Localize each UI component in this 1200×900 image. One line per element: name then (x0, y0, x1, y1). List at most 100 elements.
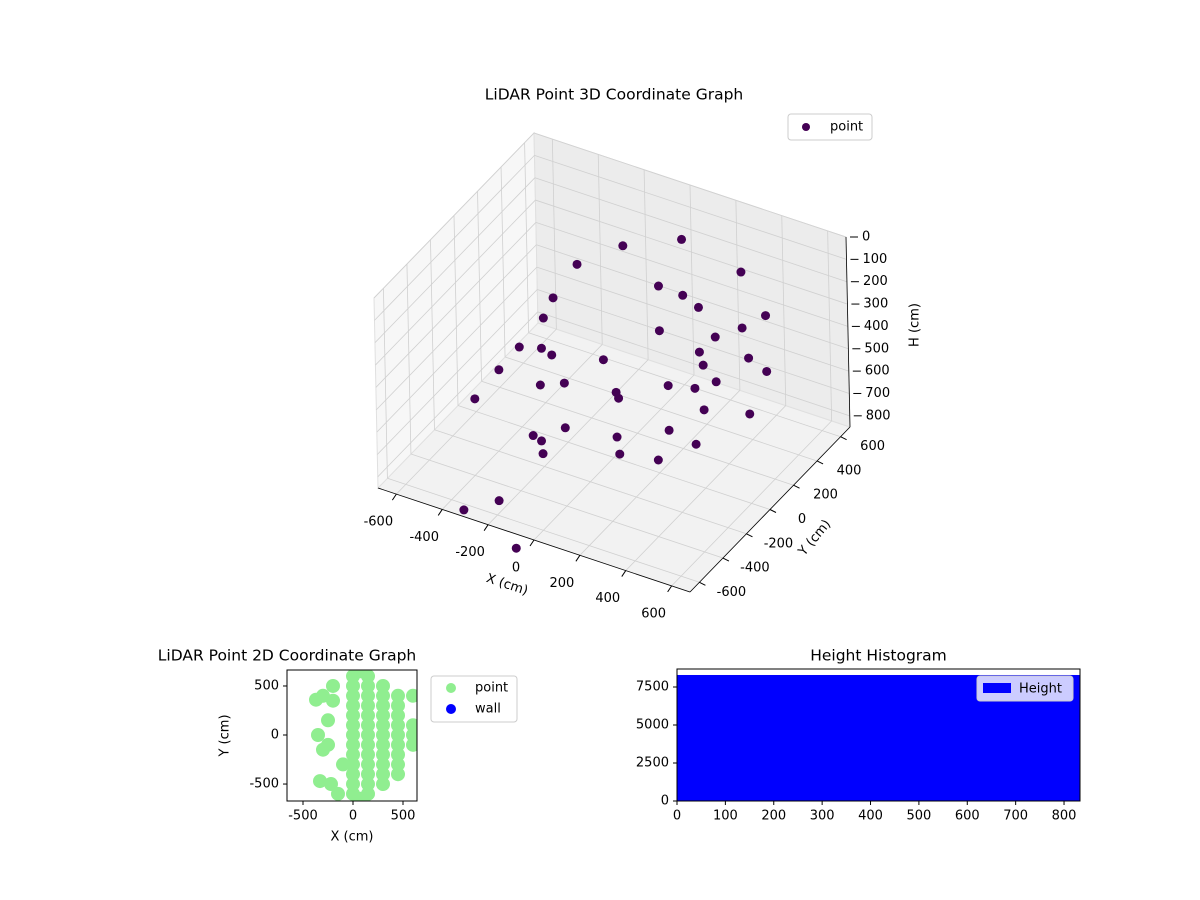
y-tick-label: 7500 (636, 679, 669, 694)
grid-line (375, 222, 537, 388)
z-tick-label: 300 (863, 297, 888, 312)
point (538, 449, 548, 459)
point (470, 394, 480, 404)
y-tick-label: 0 (661, 794, 669, 809)
y-tick-label: 2500 (636, 755, 669, 770)
point (346, 718, 360, 733)
grid-line (535, 199, 848, 305)
point (406, 718, 417, 733)
y-tick (840, 436, 847, 441)
point (361, 757, 375, 772)
point (745, 409, 755, 419)
grid-line (536, 244, 849, 350)
point (336, 757, 350, 772)
point (737, 323, 747, 333)
point (376, 728, 390, 743)
point (353, 791, 368, 801)
point (361, 678, 375, 693)
x-tick-label: 0 (673, 809, 681, 824)
y-tick-label: 0 (798, 512, 806, 527)
x-tick (575, 555, 581, 562)
grid-line (453, 215, 459, 406)
point (711, 377, 721, 387)
point (346, 688, 360, 703)
grid-line (597, 154, 603, 345)
legend-label: point (475, 681, 508, 696)
grid-line (533, 132, 847, 238)
point (494, 365, 504, 375)
legend-box (976, 675, 1074, 702)
x-tick (667, 585, 673, 593)
point (611, 387, 621, 397)
y-tick-label: -200 (764, 536, 794, 551)
grid-line (430, 239, 435, 430)
x-tick-label: 400 (858, 809, 883, 824)
point (694, 347, 704, 357)
point (346, 698, 360, 713)
legend-patch (983, 683, 1011, 693)
point (391, 698, 405, 713)
point (559, 378, 569, 388)
grid-line (537, 311, 850, 417)
point (376, 777, 390, 792)
legend-label: Height (1019, 682, 1062, 697)
point (376, 767, 390, 782)
point (391, 728, 405, 743)
grid-line (373, 132, 535, 299)
point (321, 737, 335, 752)
legend-marker (446, 704, 456, 714)
point (361, 737, 375, 752)
point (548, 293, 558, 303)
y-tick (722, 557, 730, 562)
y-tick-label: 600 (860, 439, 885, 454)
point (537, 436, 547, 446)
point (353, 670, 368, 679)
x-tick-label: 400 (595, 591, 620, 606)
point (677, 234, 687, 244)
grid-line (504, 356, 818, 462)
point (321, 713, 335, 728)
point (654, 326, 664, 336)
point (528, 431, 538, 441)
point (376, 678, 390, 693)
grid-line (457, 405, 771, 510)
x-tick (437, 509, 443, 516)
point (324, 777, 338, 792)
x-tick-label: 800 (1052, 809, 1077, 824)
x-tick-label: 200 (761, 809, 786, 824)
point (361, 698, 375, 713)
grid-line (827, 230, 833, 421)
point (391, 737, 405, 752)
point (615, 449, 625, 459)
point (361, 728, 375, 743)
z-tick-label: 600 (865, 364, 890, 379)
grid-line (410, 453, 724, 559)
axis-line (845, 236, 851, 428)
x-tick (391, 493, 397, 501)
point (309, 692, 323, 707)
point (346, 737, 360, 752)
grid-line (376, 266, 538, 433)
x-tick-label: 600 (955, 809, 980, 824)
z-tick-label: 700 (865, 386, 890, 401)
point (535, 380, 545, 390)
grid-line (377, 289, 538, 455)
point (406, 688, 417, 703)
grid-line (481, 380, 794, 486)
x-tick-label: -400 (409, 530, 439, 545)
grid-line (735, 200, 741, 391)
x-tick-label: 200 (549, 576, 574, 591)
z-tick-label: 100 (862, 252, 887, 267)
point (664, 425, 674, 435)
x-axis-label: X (cm) (484, 571, 530, 599)
y-tick-label: 5000 (636, 717, 669, 732)
plot-area (309, 670, 417, 801)
grid-line (383, 288, 388, 479)
point (376, 708, 390, 723)
point (391, 688, 405, 703)
point (391, 767, 405, 782)
x-tick-label: 300 (810, 809, 835, 824)
chart-title: LiDAR Point 2D Coordinate Graph (158, 647, 416, 665)
legend-label: wall (475, 702, 501, 717)
x-tick (621, 570, 627, 577)
